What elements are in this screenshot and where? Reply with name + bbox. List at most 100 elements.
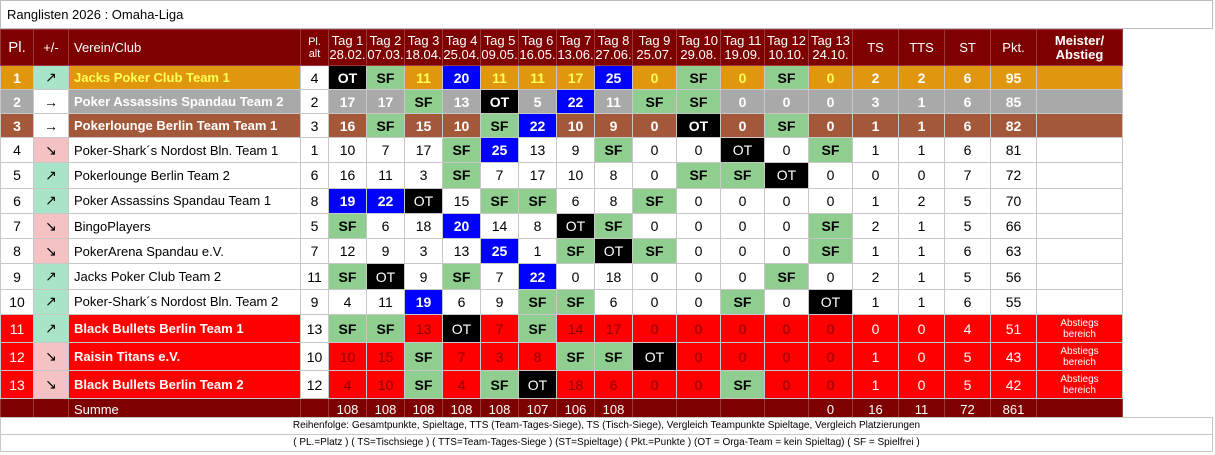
day-result-cell: SF <box>676 89 721 114</box>
day-result-cell: SF <box>764 65 809 90</box>
day-result-cell: 13 <box>404 314 443 344</box>
day-result-cell: SF <box>480 370 519 400</box>
day-result-cell: 17 <box>366 89 405 114</box>
previous-rank-cell: 13 <box>300 314 329 344</box>
day-result-cell: 14 <box>480 212 519 240</box>
table-row: 13 ↘ Black Bullets Berlin Team 2 12 4 10 SF 4 SF… <box>0 370 1123 400</box>
trend-up-icon: ↗ <box>33 263 69 290</box>
day-result-cell: SF <box>328 314 367 344</box>
day-result-cell: 25 <box>594 65 633 90</box>
ts-cell: 1 <box>852 187 899 214</box>
tts-cell: 1 <box>898 212 945 240</box>
day-result-cell: SF <box>404 342 443 372</box>
status-note <box>1036 65 1123 90</box>
day-result-cell: 0 <box>764 212 809 240</box>
day-result-cell: OT <box>808 288 853 316</box>
previous-rank-cell: 11 <box>300 263 329 290</box>
table-row: 4 ↘ Poker-Shark´s Nordost Bln. Team 1 1 10 7 1… <box>0 136 1123 164</box>
table-row: 11 ↗ Black Bullets Berlin Team 1 13 SF SF 13 OT… <box>0 314 1123 344</box>
day-result-cell: 0 <box>764 288 809 316</box>
day-result-cell: 0 <box>720 238 765 265</box>
st-cell: 5 <box>944 370 991 400</box>
rank-cell: 4 <box>0 136 34 164</box>
col-header-day-4: Tag 4 25.04. <box>442 29 481 66</box>
col-header-st: ST <box>944 29 991 66</box>
col-header-day-11: Tag 11 19.09. <box>720 29 765 66</box>
day-result-cell: 12 <box>328 238 367 265</box>
day-result-cell: 15 <box>404 113 443 138</box>
previous-rank-cell: 12 <box>300 370 329 400</box>
day-result-cell: 10 <box>442 113 481 138</box>
day-result-cell: SF <box>518 187 557 214</box>
col-header-club: Verein/Club <box>68 29 301 66</box>
sum-day-cell <box>676 398 721 421</box>
day-result-cell: 0 <box>632 288 677 316</box>
day-result-cell: 6 <box>556 187 595 214</box>
day-result-cell: SF <box>594 136 633 164</box>
rank-cell: 10 <box>0 288 34 316</box>
day-result-cell: SF <box>594 212 633 240</box>
ts-cell: 0 <box>852 314 899 344</box>
status-note <box>1036 212 1123 240</box>
day-result-cell: 0 <box>764 370 809 400</box>
day-result-cell: OT <box>764 162 809 189</box>
tts-cell: 2 <box>898 65 945 90</box>
day-result-cell: 16 <box>328 113 367 138</box>
points-cell: 95 <box>990 65 1037 90</box>
club-name: Jacks Poker Club Team 2 <box>68 263 301 290</box>
ts-cell: 1 <box>852 113 899 138</box>
previous-rank-cell: 9 <box>300 288 329 316</box>
day-result-cell: 0 <box>720 263 765 290</box>
day-result-cell: SF <box>720 288 765 316</box>
col-header-day-5: Tag 5 09.05. <box>480 29 519 66</box>
day-result-cell: 10 <box>328 136 367 164</box>
day-result-cell: OT <box>594 238 633 265</box>
sum-day-cell: 108 <box>594 398 633 421</box>
day-result-cell: 7 <box>480 162 519 189</box>
day-result-cell: 8 <box>518 212 557 240</box>
club-name: Poker Assassins Spandau Team 2 <box>68 89 301 114</box>
trend-down-icon: ↘ <box>33 238 69 265</box>
points-cell: 72 <box>990 162 1037 189</box>
day-result-cell: SF <box>480 187 519 214</box>
trend-up-icon: ↗ <box>33 162 69 189</box>
day-result-cell: SF <box>328 263 367 290</box>
day-result-cell: SF <box>808 238 853 265</box>
sum-ts: 16 <box>852 398 899 421</box>
day-result-cell: 8 <box>594 187 633 214</box>
day-result-cell: 22 <box>556 89 595 114</box>
sum-day-cell: 108 <box>442 398 481 421</box>
col-header-day-2: Tag 2 07.03. <box>366 29 405 66</box>
sum-day-cell <box>720 398 765 421</box>
day-result-cell: 10 <box>556 113 595 138</box>
day-result-cell: 15 <box>442 187 481 214</box>
ts-cell: 1 <box>852 238 899 265</box>
st-cell: 6 <box>944 89 991 114</box>
day-result-cell: 19 <box>404 288 443 316</box>
club-name: PokerArena Spandau e.V. <box>68 238 301 265</box>
rank-cell: 1 <box>0 65 34 90</box>
day-result-cell: 0 <box>764 314 809 344</box>
rank-cell: 3 <box>0 113 34 138</box>
tts-cell: 1 <box>898 136 945 164</box>
day-result-cell: 7 <box>480 314 519 344</box>
day-result-cell: 0 <box>632 370 677 400</box>
col-header-day-10: Tag 10 29.08. <box>676 29 721 66</box>
day-result-cell: 17 <box>518 162 557 189</box>
day-result-cell: OT <box>556 212 595 240</box>
day-result-cell: 11 <box>404 65 443 90</box>
status-note <box>1036 263 1123 290</box>
previous-rank-cell: 2 <box>300 89 329 114</box>
st-cell: 6 <box>944 288 991 316</box>
ts-cell: 1 <box>852 136 899 164</box>
table-row: 10 ↗ Poker-Shark´s Nordost Bln. Team 2 9 4 11… <box>0 288 1123 316</box>
tts-cell: 2 <box>898 187 945 214</box>
club-name: Jacks Poker Club Team 1 <box>68 65 301 90</box>
day-result-cell: 0 <box>764 238 809 265</box>
trend-up-icon: ↗ <box>33 314 69 344</box>
day-result-cell: 0 <box>676 238 721 265</box>
day-result-cell: 0 <box>556 263 595 290</box>
day-result-cell: 0 <box>720 314 765 344</box>
points-cell: 42 <box>990 370 1037 400</box>
day-result-cell: SF <box>676 162 721 189</box>
